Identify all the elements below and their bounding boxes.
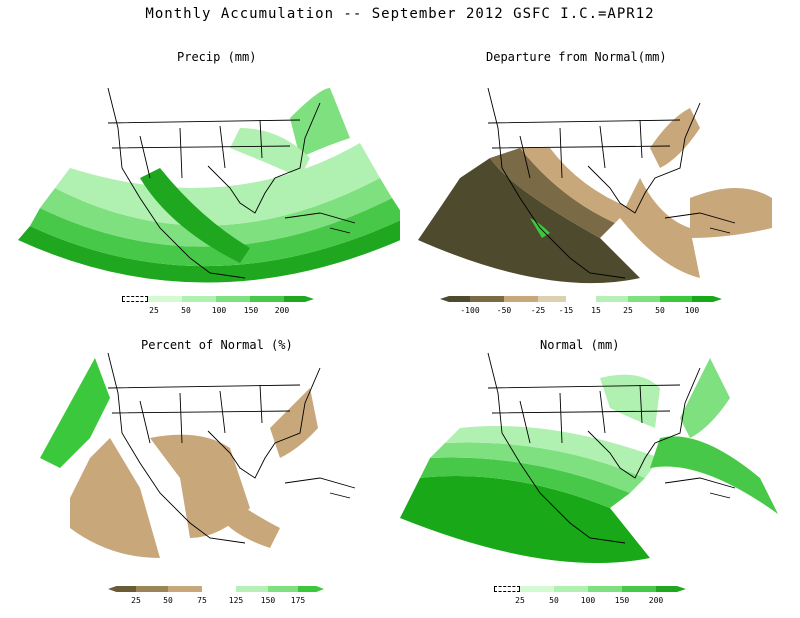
colorbar-tick: 25 bbox=[515, 596, 525, 605]
colorbar-tick: 175 bbox=[290, 596, 306, 605]
percent-panel: Percent of Normal (%) 25 50 75 125 150 1… bbox=[0, 318, 400, 608]
normal-panel: Normal (mm) 25 50 100 150 200 bbox=[400, 318, 800, 608]
colorbar-tick: 100 bbox=[211, 306, 227, 315]
colorbar-tick: 25 bbox=[623, 306, 633, 315]
colorbar-tick: 75 bbox=[197, 596, 207, 605]
colorbar-tick: 150 bbox=[243, 306, 259, 315]
colorbar-tick: 50 bbox=[549, 596, 559, 605]
colorbar-tick: -100 bbox=[460, 306, 480, 315]
colorbar-tick: -50 bbox=[496, 306, 512, 315]
colorbar-tick: -15 bbox=[558, 306, 574, 315]
colorbar-tick: 25 bbox=[149, 306, 159, 315]
colorbar-tick: 200 bbox=[274, 306, 290, 315]
colorbar-tick: 150 bbox=[614, 596, 630, 605]
coastlines bbox=[487, 352, 736, 544]
precip-panel: Precip (mm) 25 50 100 150 200 bbox=[0, 28, 400, 318]
normal-map bbox=[400, 338, 778, 563]
colorbar-tick: 15 bbox=[591, 306, 601, 315]
colorbar-tick: 100 bbox=[684, 306, 700, 315]
colorbar: 25 50 75 125 150 175 bbox=[108, 586, 338, 606]
colorbar: -100 -50 -25 -15 15 25 50 100 bbox=[440, 296, 740, 316]
colorbar-tick: 50 bbox=[163, 596, 173, 605]
figure-title: Monthly Accumulation -- September 2012 G… bbox=[145, 6, 655, 22]
percent-map bbox=[40, 342, 380, 558]
colorbar-tick: 100 bbox=[580, 596, 596, 605]
panel-title: Precip (mm) bbox=[177, 50, 257, 64]
colorbar-tick: 200 bbox=[648, 596, 664, 605]
departure-map bbox=[418, 71, 782, 284]
colorbar-tick: 50 bbox=[181, 306, 191, 315]
colorbar-tick: 125 bbox=[228, 596, 244, 605]
colorbar-tick: -25 bbox=[530, 306, 546, 315]
colorbar: 25 50 100 150 200 bbox=[494, 586, 694, 606]
colorbar: 25 50 100 150 200 bbox=[122, 296, 322, 316]
precip-map bbox=[18, 71, 400, 283]
coastlines bbox=[487, 87, 736, 279]
colorbar-tick: 50 bbox=[655, 306, 665, 315]
colorbar-tick: 25 bbox=[131, 596, 141, 605]
colorbar-tick: 150 bbox=[260, 596, 276, 605]
coastlines bbox=[107, 352, 356, 544]
panel-title: Departure from Normal(mm) bbox=[486, 50, 667, 64]
panel-title: Normal (mm) bbox=[540, 338, 620, 352]
panel-title: Percent of Normal (%) bbox=[141, 338, 293, 352]
coastlines bbox=[107, 87, 356, 279]
departure-panel: Departure from Normal(mm) -100 -50 -25 -… bbox=[400, 28, 800, 318]
